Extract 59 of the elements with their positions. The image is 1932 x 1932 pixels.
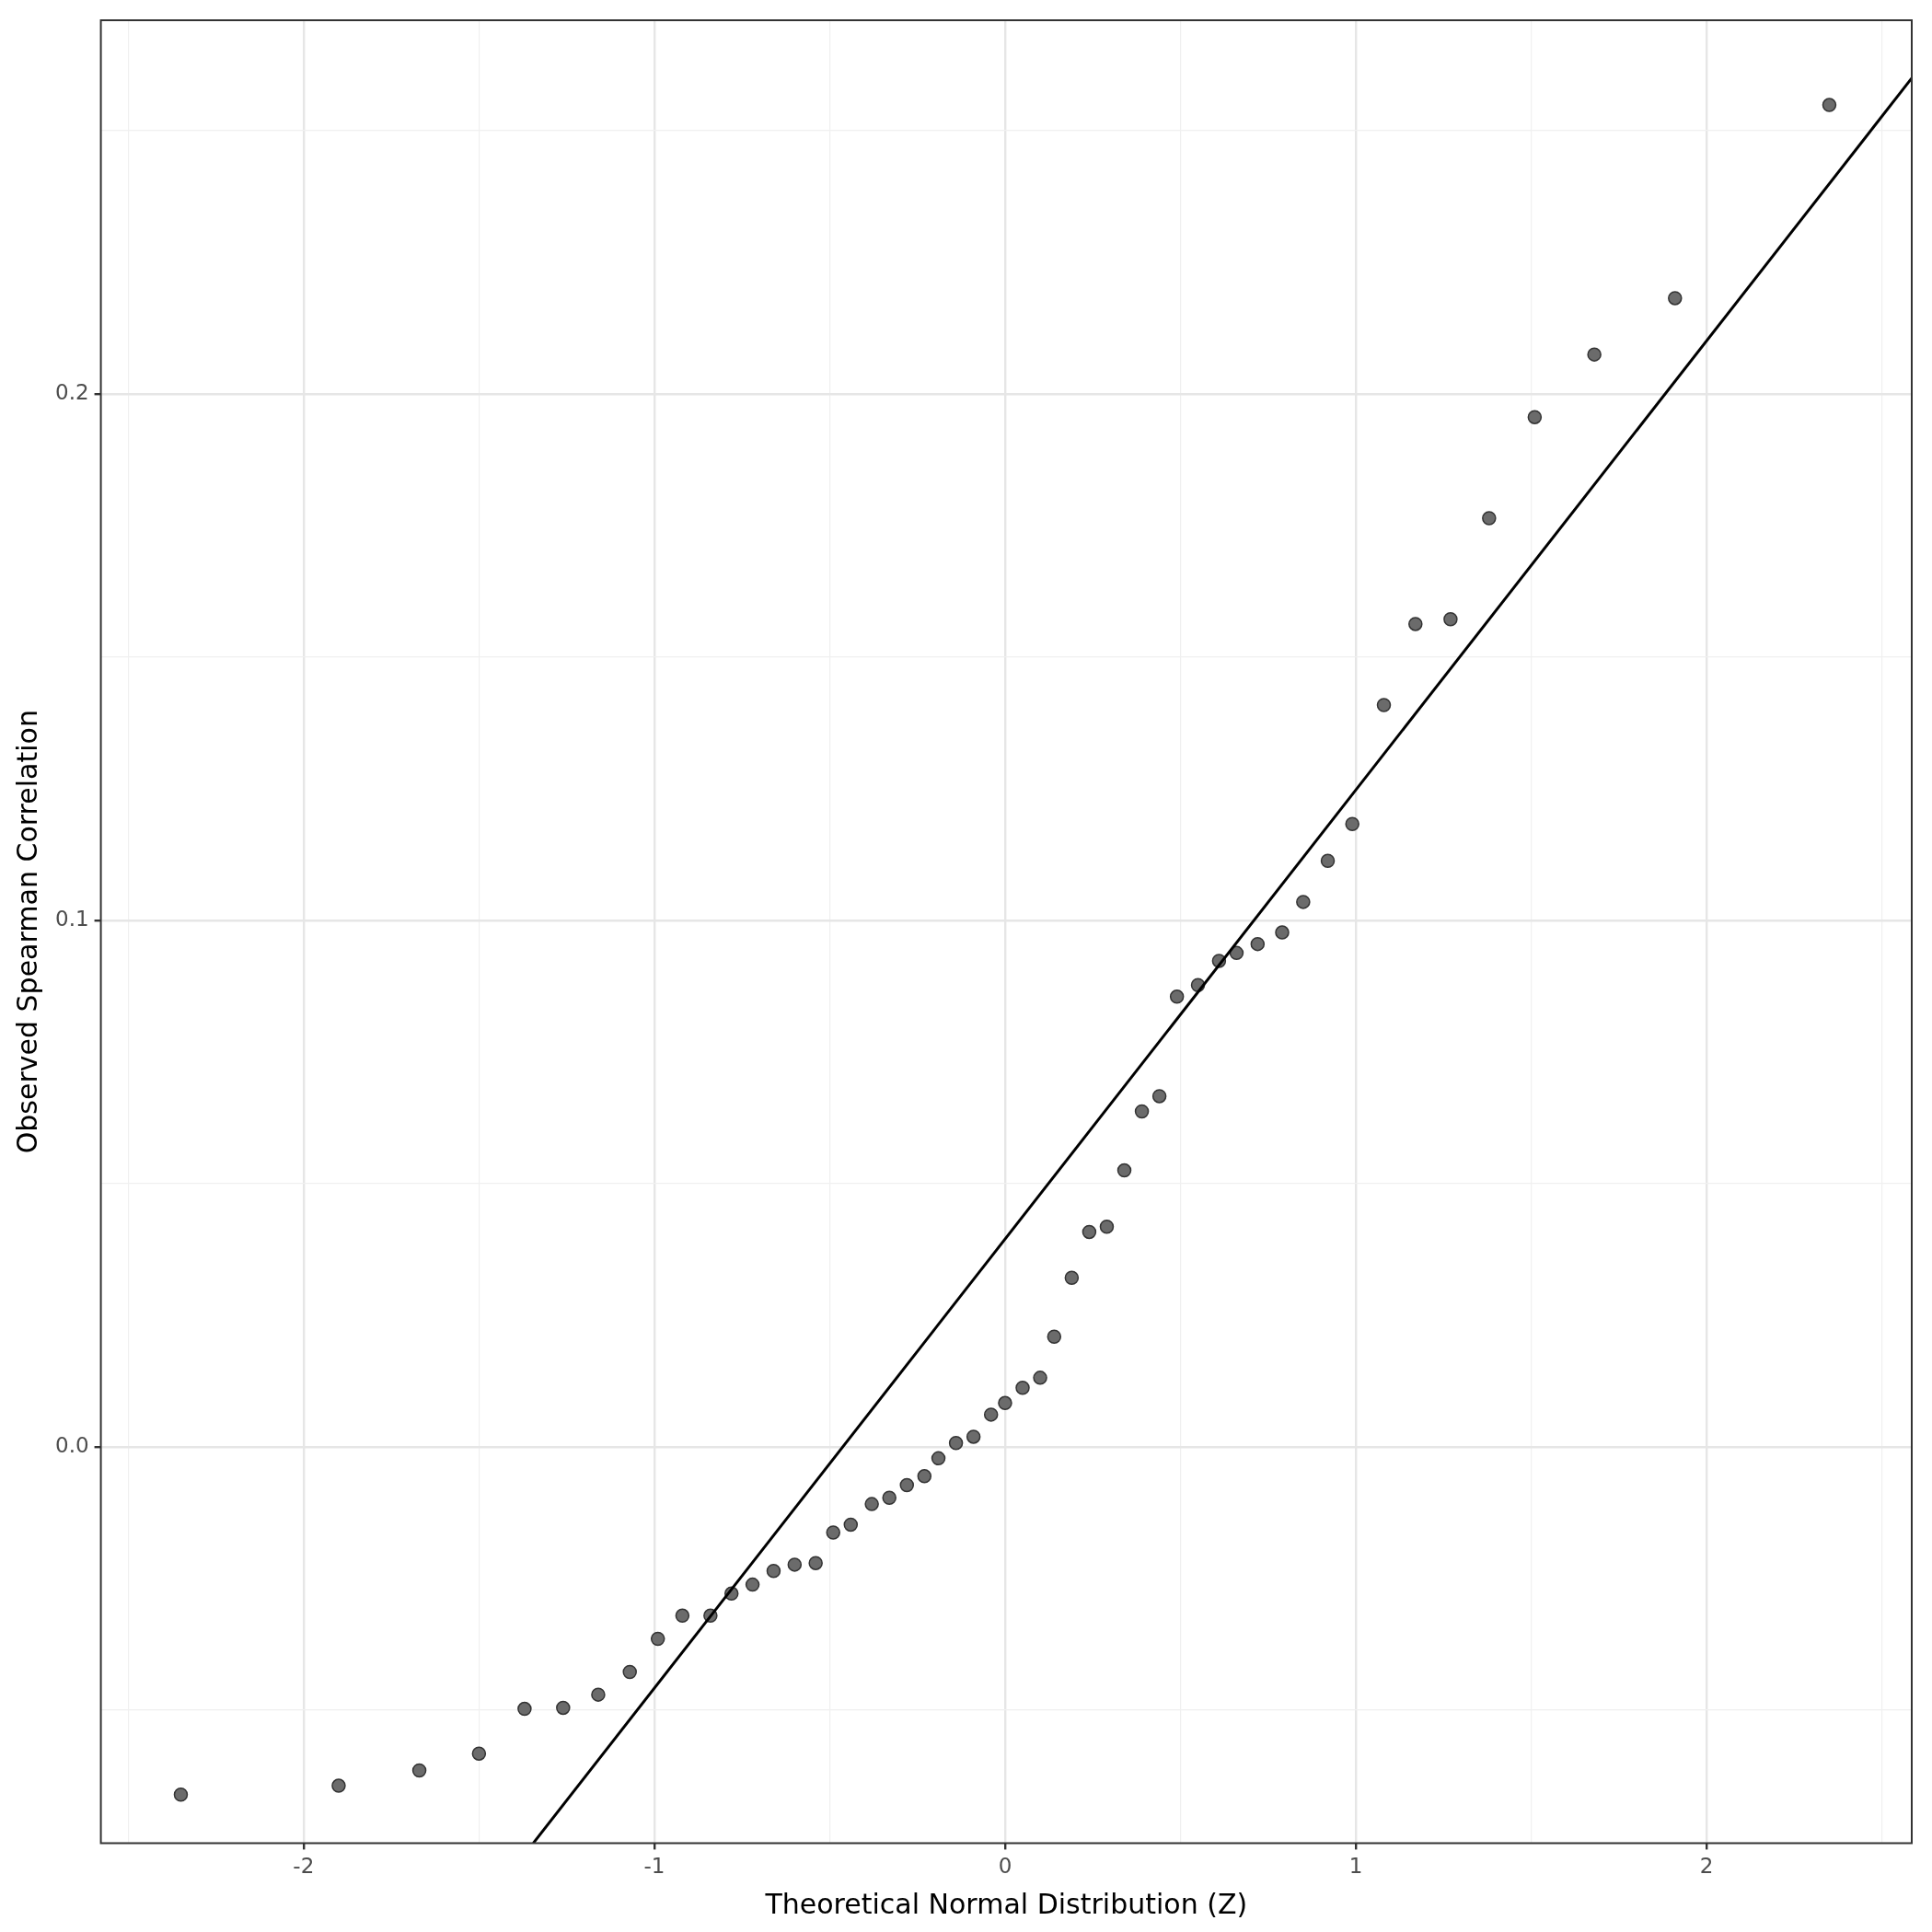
point <box>808 1556 823 1570</box>
point <box>173 1787 189 1802</box>
point <box>882 1490 897 1505</box>
point <box>471 1746 487 1761</box>
point <box>931 1451 946 1466</box>
point <box>966 1429 981 1444</box>
point <box>983 1407 999 1422</box>
point <box>899 1477 915 1493</box>
point <box>745 1577 760 1592</box>
point <box>1169 989 1185 1004</box>
point <box>1099 1219 1115 1234</box>
point <box>1822 98 1837 112</box>
point <box>843 1517 859 1533</box>
point <box>591 1687 606 1702</box>
point <box>1587 347 1602 362</box>
point <box>1151 1089 1167 1104</box>
point <box>1047 1329 1062 1345</box>
point <box>411 1763 427 1778</box>
y-tick-label: 0.0 <box>55 1432 89 1457</box>
point <box>622 1664 637 1680</box>
point <box>1443 612 1458 627</box>
point <box>1345 816 1359 831</box>
point <box>917 1469 932 1484</box>
point <box>1296 895 1311 909</box>
point <box>864 1497 879 1511</box>
point <box>1320 853 1336 869</box>
point <box>1250 936 1266 952</box>
y-axis-title: Observed Spearman Correlation <box>10 710 43 1154</box>
x-tick-label: -2 <box>293 1854 315 1879</box>
point <box>1229 945 1244 961</box>
point <box>1275 925 1290 940</box>
x-tick-label: 0 <box>998 1854 1012 1879</box>
point <box>826 1525 840 1540</box>
point <box>331 1778 346 1793</box>
point <box>1376 698 1392 712</box>
y-tick-label: 0.2 <box>55 380 89 404</box>
x-tick-label: 2 <box>1699 1854 1714 1879</box>
x-tick-label: -1 <box>643 1854 665 1879</box>
point <box>556 1700 571 1716</box>
point <box>998 1395 1012 1411</box>
point <box>1408 617 1423 631</box>
point <box>1527 410 1543 424</box>
point <box>517 1701 532 1717</box>
point <box>1015 1380 1030 1395</box>
point <box>650 1631 665 1647</box>
point <box>1082 1224 1097 1240</box>
x-tick-label: 1 <box>1348 1854 1363 1879</box>
point <box>787 1557 803 1572</box>
point <box>1482 511 1497 526</box>
point <box>948 1436 964 1451</box>
point <box>1116 1163 1132 1178</box>
point <box>1033 1371 1047 1385</box>
point <box>766 1563 781 1579</box>
point <box>1064 1270 1080 1285</box>
x-axis-title: Theoretical Normal Distribution (Z) <box>764 1887 1248 1920</box>
point <box>1134 1104 1150 1119</box>
y-tick-label: 0.1 <box>55 906 89 931</box>
point <box>675 1608 690 1624</box>
point <box>1668 291 1683 306</box>
